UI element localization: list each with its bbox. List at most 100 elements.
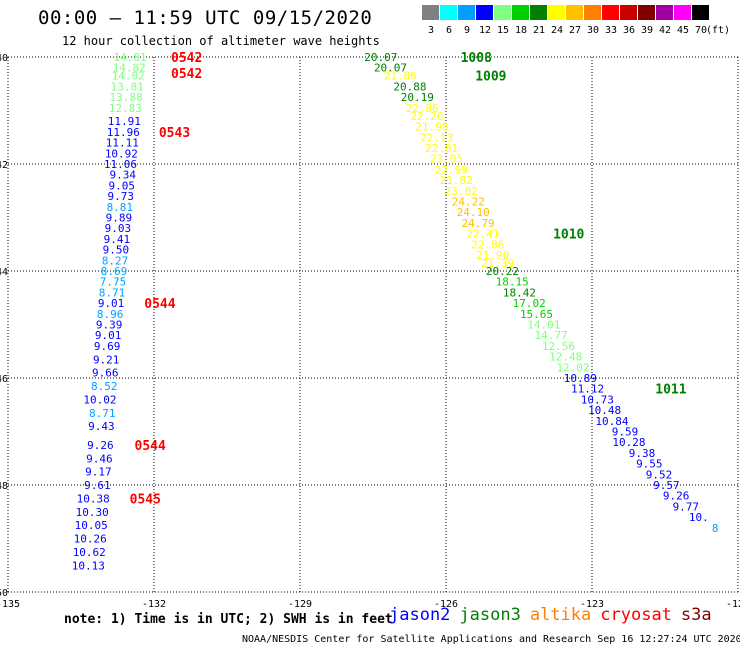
scale-label: 12 (478, 25, 492, 36)
swh-value: 10.73 (581, 393, 614, 406)
pass-time-label: 1010 (553, 228, 584, 243)
lon-tick-label: -126 (434, 599, 458, 610)
swh-value: 9.26 (663, 490, 690, 503)
satellite-legend: jason2 jason3 altika cryosat s3a (389, 605, 721, 625)
swh-value: 9.46 (86, 452, 113, 465)
swh-value: 13.81 (111, 80, 144, 93)
swh-value: 23.05 (430, 153, 463, 166)
swh-value: 11.91 (108, 115, 141, 128)
swh-value: 12.48 (549, 351, 582, 364)
swh-value: 21.82 (440, 174, 473, 187)
lat-tick-label: 46 (0, 374, 8, 385)
scale-label: 36 (622, 25, 636, 36)
pass-time-label: 1011 (655, 383, 686, 398)
swh-value: 10.84 (595, 415, 628, 428)
scale-label: 15 (496, 25, 510, 36)
swh-value: 10. (689, 511, 709, 524)
scale-swatch (548, 5, 565, 20)
swh-value: 20.88 (393, 80, 426, 93)
scale-swatch (620, 5, 637, 20)
lat-tick-label: 44 (0, 267, 8, 278)
swh-value: 8.69 (101, 265, 128, 278)
swh-value: 9.77 (673, 500, 700, 513)
satellite-legend-item: s3a (680, 605, 712, 625)
swh-value: 13.88 (110, 91, 143, 104)
swh-value: 21.90 (476, 249, 509, 262)
lat-tick-label: 42 (0, 160, 8, 171)
swh-value: 21.39 (481, 257, 514, 270)
swh-value: 22.86 (406, 102, 439, 115)
swh-value: 10.48 (588, 404, 621, 417)
swh-value: 8.71 (99, 286, 126, 299)
swh-value: 11.06 (104, 158, 137, 171)
scale-swatch (692, 5, 709, 20)
scale-swatch (440, 5, 457, 20)
swh-value: 10.26 (74, 533, 107, 546)
scale-swatch (458, 5, 475, 20)
pass-time-label: 0543 (159, 126, 190, 141)
swh-value: 11.11 (106, 137, 139, 150)
lon-tick-label: -135 (0, 599, 20, 610)
lon-tick-label: -132 (142, 599, 166, 610)
swh-value: 22.41 (466, 228, 499, 241)
scale-label: 3 (427, 25, 435, 36)
scale-swatch (584, 5, 601, 20)
swh-value: 20.19 (401, 91, 434, 104)
swh-value: 9.21 (93, 353, 120, 366)
swh-value: 18.15 (496, 276, 529, 289)
swh-value: 15.65 (520, 308, 553, 321)
lon-tick-label: -129 (288, 599, 312, 610)
swh-value: 12.56 (542, 340, 575, 353)
swh-value: 9.50 (103, 244, 130, 257)
swh-value: 10.38 (77, 492, 110, 505)
scale-label: 42 (658, 25, 672, 36)
pass-time-label: 1008 (461, 51, 492, 66)
swh-value: 22.81 (425, 142, 458, 155)
swh-value: 22.13 (420, 131, 453, 144)
swh-value: 9.61 (84, 479, 111, 492)
scale-label: 45 (676, 25, 690, 36)
swh-value: 7.75 (100, 276, 127, 289)
swh-value: 21.86 (384, 70, 417, 83)
track-east: 20.0720.0721.8620.8820.1922.8622.2621.98… (364, 51, 718, 535)
swh-value: 9.01 (95, 329, 122, 342)
swh-value: 9.43 (88, 420, 115, 433)
swh-value: 9.01 (98, 297, 125, 310)
axis-tick-labels: -135 -132 -129 -126 -123 -120 40 42 44 46 48 50 (0, 53, 740, 610)
scale-label: 33 (604, 25, 618, 36)
swh-value: 10.92 (105, 147, 138, 160)
scale-swatch (566, 5, 583, 20)
swh-value: 21.98 (415, 121, 448, 134)
swh-value: 10.62 (73, 546, 106, 559)
lon-tick-label: -123 (580, 599, 604, 610)
swh-value: 14.02 (112, 70, 145, 83)
swh-value: 8 (712, 522, 719, 535)
swh-value: 22.86 (471, 238, 504, 251)
swh-value: 8.96 (97, 308, 124, 321)
swh-value: 11.96 (107, 126, 140, 139)
lat-tick-label: 50 (0, 588, 8, 599)
scale-label: 18 (514, 25, 528, 36)
pass-time-label: 0544 (135, 439, 166, 454)
swh-value: 9.52 (646, 468, 673, 481)
satellite-legend-item: altika (529, 605, 592, 625)
swh-value: 9.39 (96, 319, 123, 332)
footer-credit: NOAA/NESDIS Center for Satellite Applica… (242, 634, 740, 645)
swh-value: 9.38 (629, 447, 656, 460)
map-subtitle: 12 hour collection of altimeter wave hei… (62, 34, 380, 48)
lat-tick-label: 48 (0, 481, 8, 492)
swh-value: 9.41 (104, 233, 131, 246)
swh-value: 20.07 (364, 51, 397, 64)
scale-label: 30 (586, 25, 600, 36)
scale-swatch (494, 5, 511, 20)
scale-swatch (512, 5, 529, 20)
swh-value: 22.26 (410, 110, 443, 123)
swh-value: 23.02 (445, 185, 478, 198)
altimeter-tracks: 14.8114.8214.0213.8113.8812.8311.9111.96… (72, 51, 719, 572)
scale-swatch (602, 5, 619, 20)
swh-value: 17.02 (513, 297, 546, 310)
pass-time-label: 0542 (171, 67, 202, 82)
swh-value: 8.52 (91, 380, 118, 393)
